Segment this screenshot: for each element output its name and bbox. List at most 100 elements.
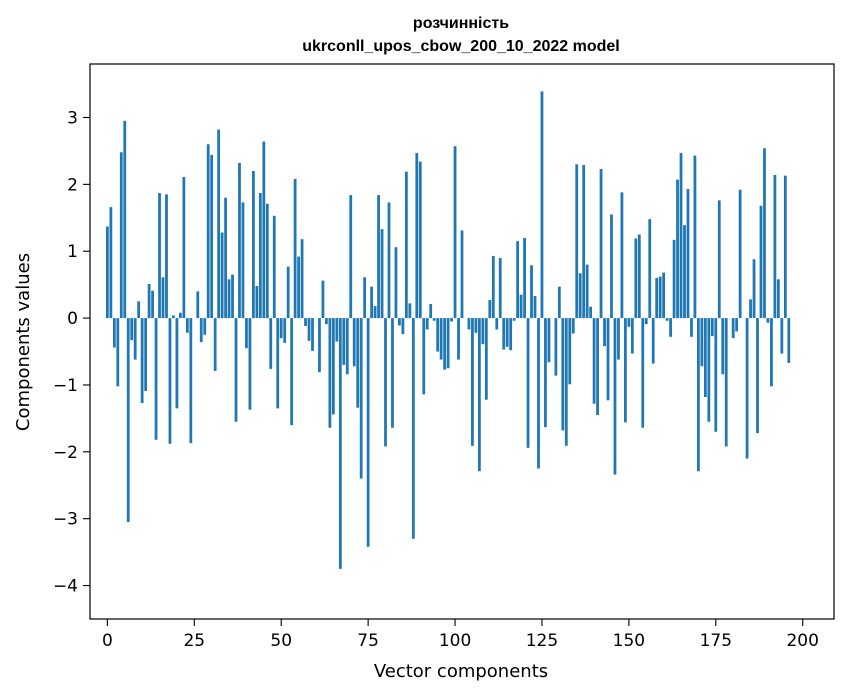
bar-178 [724, 318, 728, 447]
bar-104 [467, 318, 471, 330]
bar-59 [311, 318, 314, 351]
bar-87 [408, 303, 412, 319]
bar-142 [599, 168, 603, 319]
bar-73 [359, 318, 363, 479]
bar-165 [679, 152, 683, 319]
bar-100 [453, 146, 457, 319]
bar-89 [415, 152, 419, 319]
bar-120 [523, 237, 526, 319]
bar-22 [182, 177, 186, 319]
bar-88 [411, 318, 415, 539]
bar-143 [603, 318, 606, 347]
bar-135 [575, 164, 579, 319]
bar-121 [526, 318, 530, 448]
bar-125 [540, 91, 544, 319]
bar-126 [544, 318, 547, 428]
bar-157 [651, 318, 655, 364]
bar-144 [606, 318, 610, 401]
y-tick-label-5: 1 [67, 242, 78, 262]
bar-82 [391, 318, 394, 428]
bar-134 [571, 318, 575, 334]
x-tick-label-6: 150 [613, 631, 645, 651]
bar-76 [370, 286, 373, 319]
bar-119 [519, 294, 523, 319]
bar-3 [116, 318, 120, 387]
bar-132 [564, 318, 568, 446]
bar-90 [418, 161, 422, 319]
bar-21 [179, 312, 182, 319]
bar-124 [537, 318, 540, 469]
x-tick-label-7: 175 [700, 631, 732, 651]
bar-131 [561, 318, 565, 431]
bar-112 [495, 318, 499, 330]
x-tick-label-8: 200 [786, 631, 818, 651]
bar-175 [714, 318, 718, 432]
y-tick-label-2: −2 [53, 443, 78, 463]
bar-24 [189, 318, 193, 444]
bar-63 [325, 318, 328, 325]
bar-117 [512, 318, 516, 321]
bar-118 [516, 241, 520, 319]
bar-185 [749, 299, 752, 319]
bar-6 [126, 318, 130, 523]
bar-176 [717, 200, 721, 319]
x-tick-label-4: 100 [439, 631, 471, 651]
bar-34 [224, 197, 227, 319]
bar-20 [175, 318, 179, 409]
bar-151 [630, 318, 634, 354]
x-tick-label-3: 75 [357, 631, 379, 651]
bar-65 [331, 318, 335, 415]
bar-40 [245, 318, 248, 349]
bar-181 [735, 318, 739, 332]
bar-56 [300, 239, 304, 319]
bar-156 [648, 219, 652, 319]
bar-172 [703, 318, 707, 397]
x-tick-label-0: 0 [102, 631, 113, 651]
bar-44 [258, 193, 262, 319]
bar-75 [366, 318, 370, 547]
bar-113 [498, 257, 502, 319]
bar-138 [585, 264, 589, 319]
x-tick-label-1: 25 [183, 631, 205, 651]
x-tick-label-5: 125 [526, 631, 558, 651]
bar-193 [776, 279, 780, 319]
bar-162 [669, 318, 672, 337]
bar-53 [290, 318, 294, 426]
bar-62 [321, 280, 325, 319]
bar-195 [783, 175, 787, 319]
bar-13 [151, 290, 154, 319]
bar-4 [119, 152, 123, 319]
bar-161 [665, 318, 669, 321]
bar-170 [697, 318, 700, 472]
bar-141 [596, 318, 599, 416]
bar-42 [252, 170, 255, 319]
bar-98 [446, 318, 450, 369]
y-tick-label-7: 3 [67, 108, 78, 128]
bar-96 [439, 318, 443, 360]
bar-137 [582, 164, 586, 319]
bar-147 [617, 318, 620, 360]
bar-122 [530, 265, 533, 319]
bar-110 [488, 300, 492, 319]
bar-148 [620, 192, 624, 319]
bar-46 [265, 203, 269, 319]
bar-145 [610, 214, 613, 319]
bar-173 [707, 318, 711, 422]
bar-16 [161, 277, 165, 319]
bar-8 [133, 318, 137, 360]
bar-167 [686, 189, 690, 319]
bar-45 [262, 141, 266, 319]
bar-150 [627, 318, 631, 327]
bar-1 [109, 207, 113, 319]
bar-174 [710, 318, 714, 337]
bar-164 [676, 179, 679, 319]
bar-57 [304, 318, 307, 327]
bar-52 [286, 266, 290, 319]
bar-83 [394, 247, 398, 319]
bar-35 [227, 279, 231, 319]
bar-31 [213, 318, 217, 371]
bar-190 [766, 318, 770, 323]
bar-95 [436, 318, 440, 352]
bar-38 [238, 162, 241, 319]
